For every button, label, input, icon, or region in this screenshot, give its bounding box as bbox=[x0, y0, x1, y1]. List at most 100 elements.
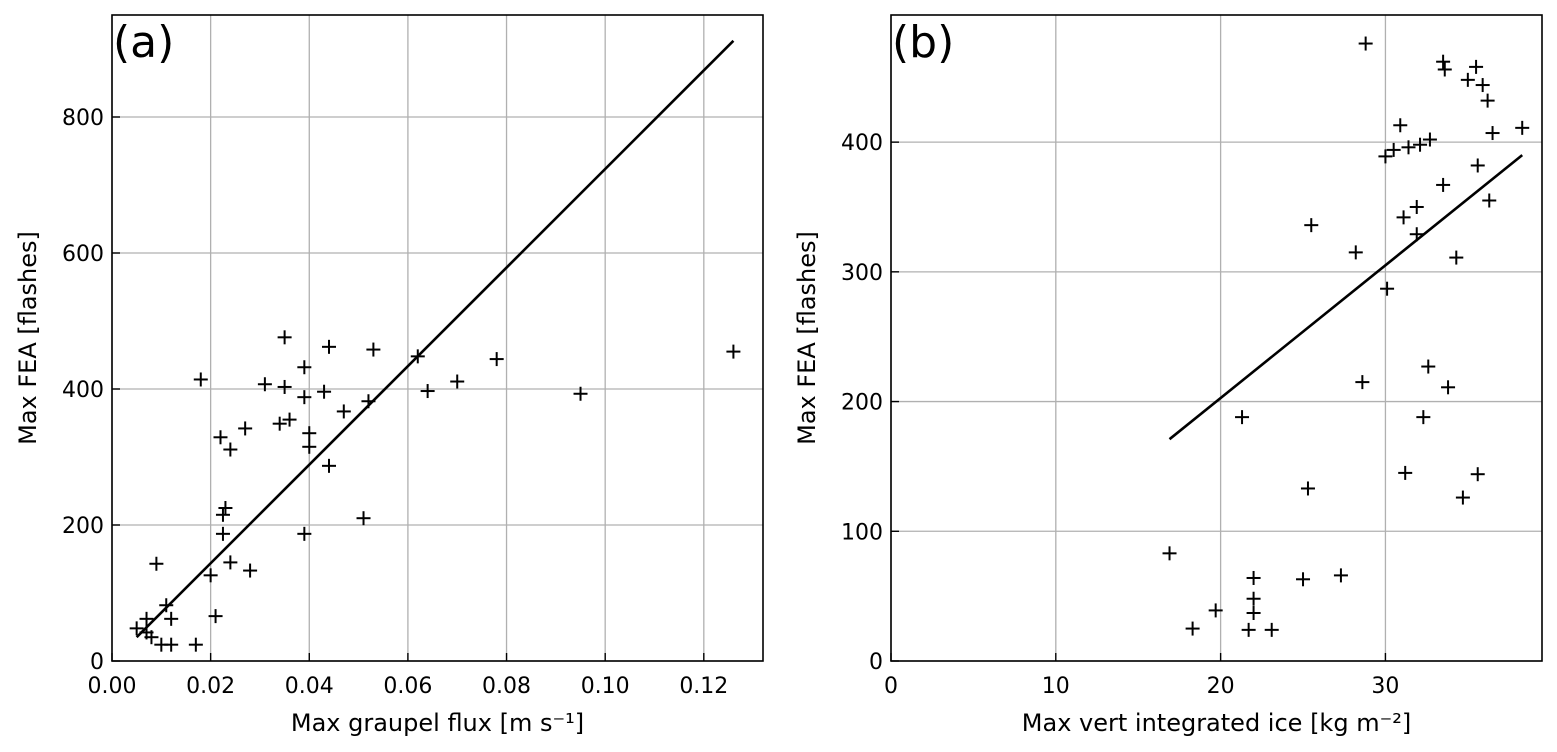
data-point bbox=[1398, 465, 1413, 480]
y-tick-label: 300 bbox=[841, 261, 883, 286]
data-point bbox=[1409, 199, 1424, 214]
data-point bbox=[1296, 572, 1311, 587]
data-point bbox=[193, 372, 208, 387]
data-point bbox=[1437, 62, 1452, 77]
y-tick-label: 200 bbox=[62, 514, 104, 539]
data-point bbox=[272, 416, 287, 431]
data-point bbox=[1475, 78, 1490, 93]
data-point bbox=[1469, 59, 1484, 74]
data-point bbox=[129, 621, 144, 636]
data-point bbox=[257, 377, 272, 392]
data-point bbox=[322, 458, 336, 473]
data-point bbox=[1304, 218, 1319, 233]
data-point bbox=[144, 630, 159, 645]
data-point bbox=[164, 637, 179, 652]
data-point bbox=[1460, 72, 1475, 87]
panel-b-x-axis-label: Max vert integrated ice [kg m⁻²] bbox=[1022, 709, 1411, 737]
data-point bbox=[218, 501, 233, 515]
data-point bbox=[1449, 250, 1464, 265]
data-point bbox=[1241, 622, 1256, 637]
y-tick-label: 600 bbox=[62, 242, 104, 267]
panel-b-fit-group bbox=[1168, 154, 1524, 441]
data-point bbox=[149, 556, 164, 571]
y-tick-label: 100 bbox=[841, 520, 883, 545]
data-point bbox=[1386, 142, 1401, 157]
data-point bbox=[1208, 603, 1223, 618]
data-point bbox=[1436, 177, 1451, 192]
data-point bbox=[1264, 622, 1279, 637]
data-point bbox=[1246, 591, 1261, 606]
data-point bbox=[317, 384, 332, 399]
y-tick-label: 400 bbox=[841, 131, 883, 156]
data-point bbox=[1355, 375, 1370, 390]
data-point bbox=[1380, 281, 1395, 296]
data-point bbox=[1409, 227, 1424, 242]
y-tick-label: 400 bbox=[62, 378, 104, 403]
x-tick-label: 0.06 bbox=[383, 674, 432, 699]
data-point bbox=[489, 352, 504, 367]
data-point bbox=[213, 430, 228, 445]
data-point bbox=[336, 404, 351, 419]
panel-a-y-axis-label: Max FEA [flashes] bbox=[14, 231, 42, 445]
y-tick-label: 0 bbox=[90, 650, 104, 675]
panel-b-tag: (b) bbox=[892, 17, 954, 68]
panel-a-ticks: 0.00 0.02 0.04 0.06 0.08 0.10 0.12 0 200 400 600 80… bbox=[62, 106, 728, 699]
fit-line bbox=[1168, 154, 1524, 441]
x-tick-label: 0.04 bbox=[285, 674, 334, 699]
data-point bbox=[1470, 467, 1485, 482]
x-tick-label: 10 bbox=[1042, 674, 1070, 699]
data-point bbox=[1393, 118, 1408, 133]
x-tick-label: 0.00 bbox=[88, 674, 137, 699]
data-point bbox=[139, 611, 154, 626]
data-point bbox=[420, 384, 435, 399]
data-point bbox=[1455, 490, 1470, 505]
data-point bbox=[238, 421, 253, 436]
data-point bbox=[1485, 126, 1500, 141]
data-point bbox=[1480, 93, 1495, 108]
data-point bbox=[1401, 140, 1416, 155]
data-point bbox=[410, 349, 425, 364]
y-tick-label: 800 bbox=[62, 106, 104, 131]
data-point bbox=[322, 339, 336, 354]
data-point bbox=[223, 442, 238, 457]
data-point bbox=[356, 511, 371, 526]
data-point bbox=[450, 374, 465, 389]
data-point bbox=[1300, 481, 1315, 496]
panel-b-markers bbox=[1162, 36, 1530, 637]
data-point bbox=[366, 342, 381, 357]
panel-a-grid bbox=[111, 15, 763, 662]
data-point bbox=[243, 563, 258, 578]
data-point bbox=[215, 507, 230, 522]
data-point bbox=[1396, 210, 1411, 225]
data-point bbox=[1246, 606, 1261, 621]
panel-a-markers bbox=[129, 330, 741, 652]
data-point bbox=[223, 555, 238, 570]
data-point bbox=[1333, 568, 1348, 583]
data-point bbox=[297, 526, 312, 541]
data-point bbox=[726, 344, 741, 359]
data-point bbox=[1441, 380, 1456, 395]
data-point bbox=[282, 412, 297, 427]
x-tick-label: 0.02 bbox=[186, 674, 235, 699]
data-point bbox=[277, 379, 292, 394]
panel-a-fit-group bbox=[135, 39, 735, 639]
data-point bbox=[1235, 410, 1250, 425]
x-tick-label: 0.12 bbox=[679, 674, 728, 699]
data-point bbox=[1515, 120, 1530, 135]
data-point bbox=[1413, 137, 1428, 152]
x-tick-label: 0 bbox=[884, 674, 898, 699]
data-point bbox=[1436, 54, 1451, 69]
fit-line bbox=[135, 39, 735, 639]
data-point bbox=[1470, 158, 1485, 173]
data-point bbox=[1422, 132, 1437, 147]
data-point bbox=[164, 611, 179, 626]
chart-panel-a: 0.00 0.02 0.04 0.06 0.08 0.10 0.12 0 200 400 600 80… bbox=[14, 14, 764, 737]
data-point bbox=[1358, 36, 1373, 51]
data-point bbox=[302, 439, 317, 454]
data-point bbox=[188, 637, 203, 652]
data-point bbox=[203, 568, 218, 583]
data-point bbox=[1378, 149, 1393, 164]
data-point bbox=[277, 330, 292, 345]
